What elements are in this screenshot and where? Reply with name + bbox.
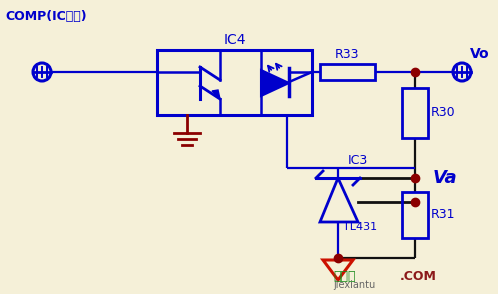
Text: IC4: IC4 (223, 33, 246, 47)
Text: COMP(IC的脚): COMP(IC的脚) (5, 10, 87, 23)
Text: IC3: IC3 (348, 154, 368, 167)
Text: R31: R31 (431, 208, 456, 221)
Bar (320, 64, 375, 80)
Text: Vo: Vo (470, 47, 490, 61)
Bar (402, 192, 428, 238)
Text: Va: Va (433, 169, 458, 187)
Text: R30: R30 (431, 106, 456, 119)
Text: TL431: TL431 (343, 222, 377, 232)
Text: .COM: .COM (400, 270, 437, 283)
Text: jiexiantu: jiexiantu (333, 280, 375, 290)
Polygon shape (261, 70, 289, 96)
Bar (157, 50, 312, 115)
Text: 接线图: 接线图 (333, 270, 356, 283)
Text: R33: R33 (335, 48, 360, 61)
Polygon shape (212, 90, 220, 99)
Bar (402, 88, 428, 138)
